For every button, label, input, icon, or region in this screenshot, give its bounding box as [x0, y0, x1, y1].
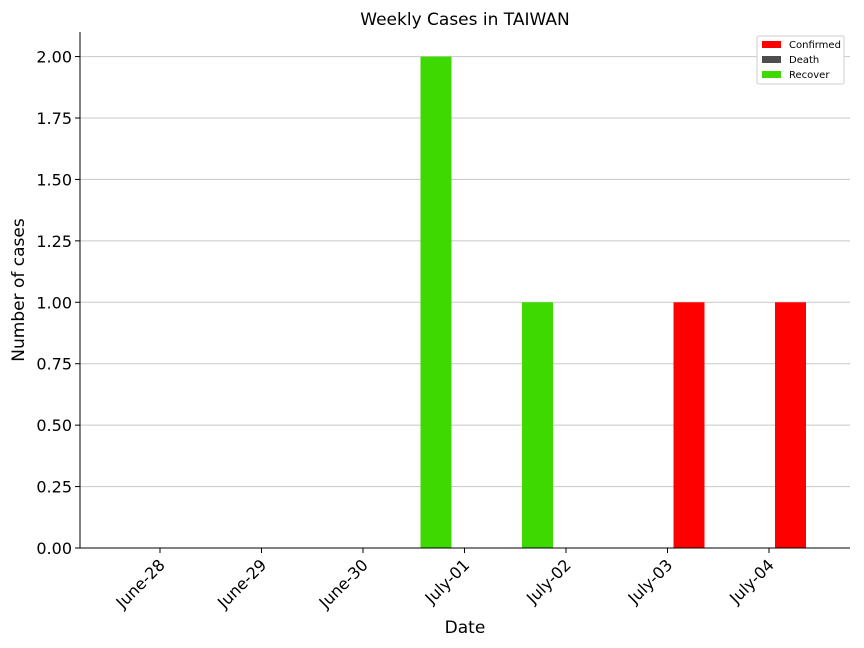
- bar-recover-july-02: [522, 302, 553, 548]
- x-tick-label: July-01: [421, 555, 474, 608]
- x-tick-label: June-29: [213, 555, 270, 612]
- legend-swatch: [762, 56, 781, 63]
- legend-swatch: [762, 71, 781, 78]
- grid-layer: [80, 56, 850, 488]
- y-tick-label: 1.75: [36, 109, 72, 128]
- y-ticks: 0.00 0.25 0.50 0.75 1.00 1.25 1.50 1.75 2.00: [36, 48, 80, 558]
- legend-swatch: [762, 41, 781, 48]
- x-tick-label: June-30: [315, 555, 372, 612]
- y-tick-label: 1.50: [36, 170, 72, 189]
- y-tick-label: 1.25: [36, 232, 72, 251]
- x-tick-label: July-02: [522, 555, 575, 608]
- y-tick-label: 2.00: [36, 48, 72, 67]
- chart-title: Weekly Cases in TAIWAN: [360, 10, 569, 30]
- y-tick-label: 0.75: [36, 355, 72, 374]
- x-axis-label: Date: [445, 618, 486, 638]
- legend: Confirmed Death Recover: [756, 35, 845, 85]
- bar-confirmed-july-04: [775, 302, 806, 548]
- y-tick-label: 0.00: [36, 539, 72, 558]
- bar-confirmed-july-03: [673, 302, 705, 548]
- y-tick-label: 1.00: [36, 293, 72, 312]
- axis-layer: [79, 32, 850, 549]
- x-tick-label: June-28: [112, 555, 169, 612]
- x-ticks: June-28 June-29 June-30 July-01 July-02 July-…: [112, 548, 778, 613]
- y-tick-label: 0.50: [36, 416, 72, 435]
- legend-label: Confirmed: [789, 40, 841, 51]
- bar-layer: [420, 56, 806, 548]
- x-tick-label: July-03: [624, 555, 677, 608]
- bar-recover-july-01: [420, 56, 452, 548]
- legend-label: Recover: [789, 70, 830, 81]
- legend-label: Death: [789, 55, 819, 66]
- y-tick-label: 0.25: [36, 478, 72, 497]
- x-tick-label: July-04: [725, 555, 778, 608]
- y-axis-label: Number of cases: [9, 218, 29, 362]
